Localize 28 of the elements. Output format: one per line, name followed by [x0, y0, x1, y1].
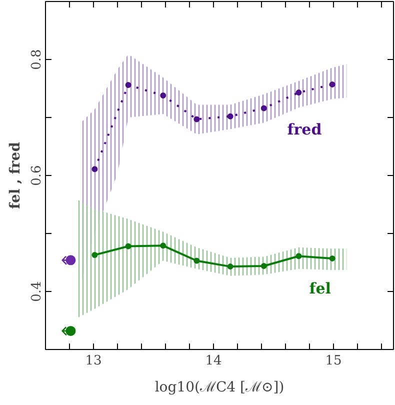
point — [92, 252, 98, 258]
point — [194, 258, 200, 264]
point — [296, 253, 302, 260]
y-tick-label: 0.6 — [30, 165, 44, 186]
x-tick-label: 15 — [325, 354, 342, 368]
point — [160, 92, 166, 98]
point — [66, 255, 76, 266]
point — [260, 105, 267, 112]
y-tick-label: 0.4 — [30, 281, 44, 302]
point — [227, 264, 234, 270]
x-axis-title: log10(ℳC4 [ℳ⊙]) — [154, 380, 284, 396]
y-tick-label: 0.8 — [30, 49, 44, 70]
point — [329, 81, 336, 88]
point — [329, 255, 336, 262]
x-tick-label: 13 — [85, 354, 102, 368]
point — [260, 262, 267, 269]
point — [66, 326, 76, 336]
series-label: fred — [287, 120, 322, 138]
point — [125, 243, 132, 250]
y-axis-title: fel , fred — [8, 142, 24, 209]
x-tick-label: 14 — [205, 354, 222, 368]
point — [227, 113, 234, 120]
point — [125, 82, 132, 88]
point — [296, 90, 302, 96]
point — [92, 166, 98, 172]
point — [194, 116, 200, 122]
point — [160, 242, 166, 249]
series-label: fel — [309, 279, 332, 298]
